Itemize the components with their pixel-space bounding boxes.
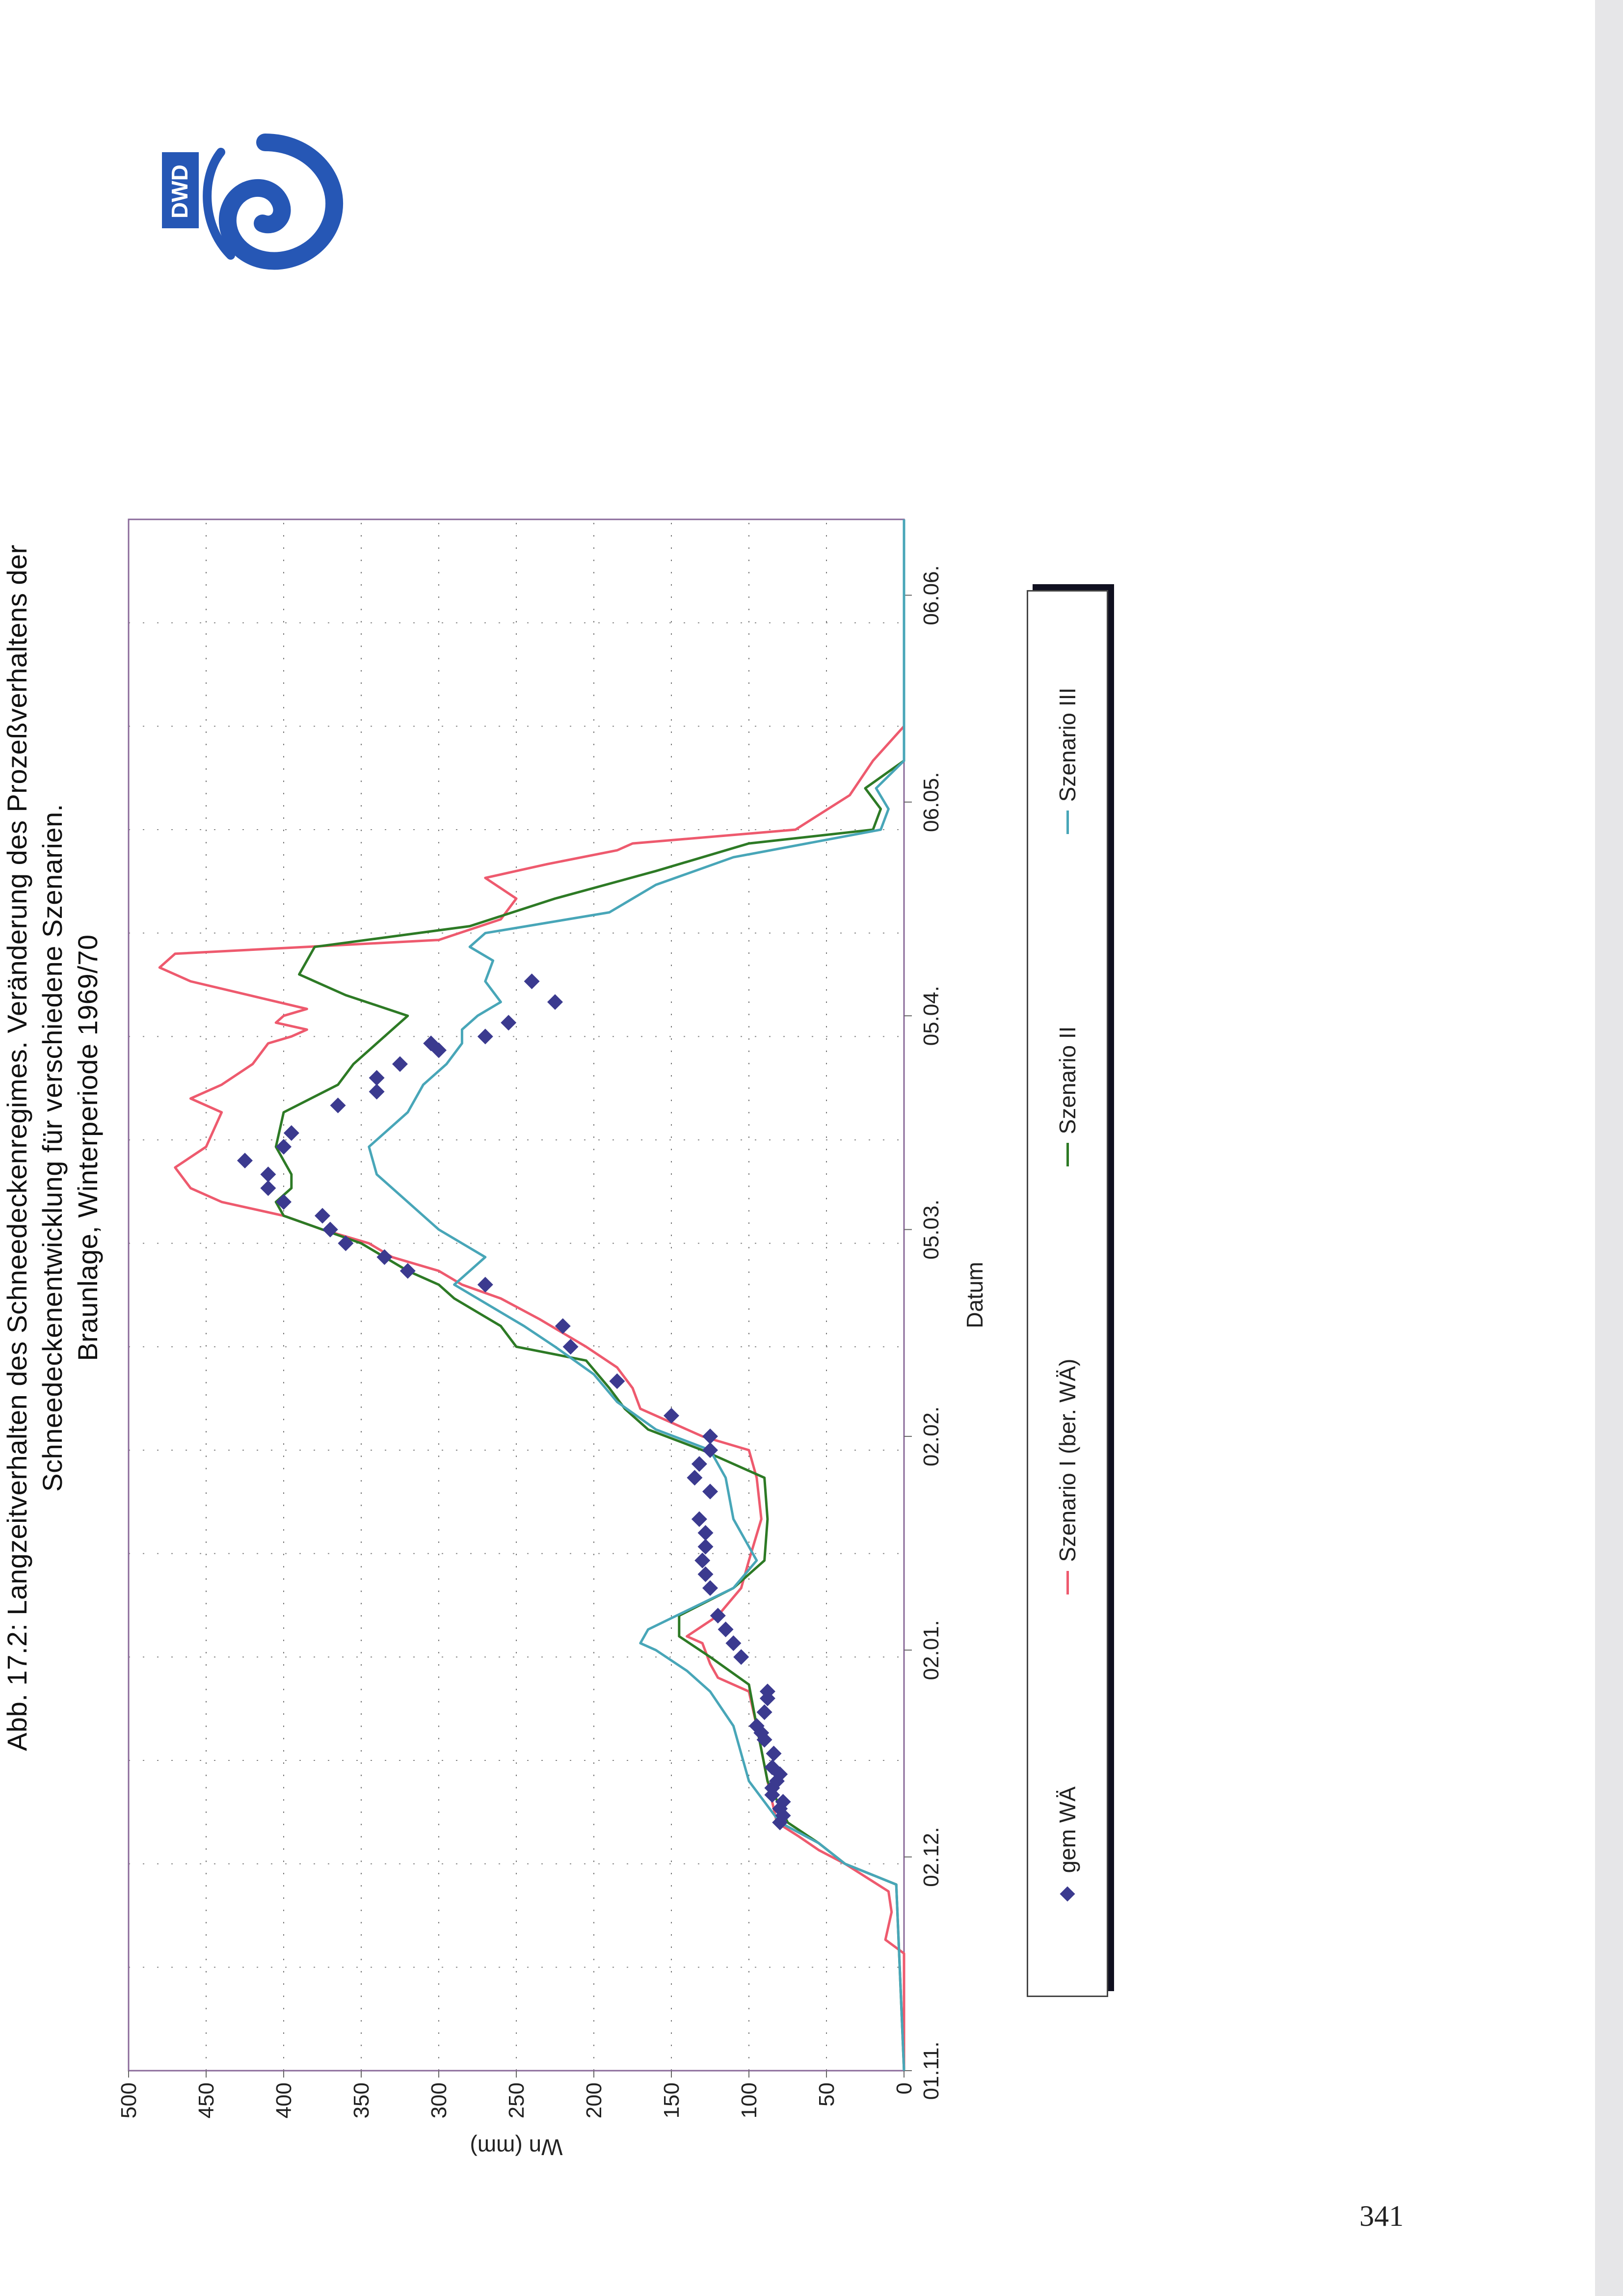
x-tick-label: 06.05. bbox=[919, 772, 943, 832]
gem-wa-marker bbox=[237, 1153, 253, 1169]
y-axis-label: Wn (mm) bbox=[470, 2134, 562, 2160]
gem-wa-marker bbox=[501, 1015, 517, 1031]
series-line-3 bbox=[368, 519, 905, 2071]
page-number: 341 bbox=[1359, 2200, 1404, 2232]
y-tick-label: 0 bbox=[892, 2082, 916, 2094]
legend-label-szenario-3: Szenario III bbox=[1055, 687, 1080, 802]
y-tick-label: 200 bbox=[582, 2082, 606, 2118]
gem-wa-marker bbox=[276, 1194, 292, 1210]
gem-wa-marker bbox=[555, 1318, 571, 1334]
legend-item-gem-wa: gem WÄ bbox=[1054, 1786, 1081, 1902]
gem-wa-marker bbox=[748, 1718, 765, 1734]
series-layer bbox=[158, 519, 905, 2071]
x-tick-label: 02.02. bbox=[919, 1406, 943, 1466]
gem-wa-marker bbox=[392, 1056, 408, 1072]
rotated-figure: Abb. 17.2: Langzeitverhalten des Schneed… bbox=[0, 19, 1552, 2277]
x-tick-label: 05.03. bbox=[919, 1199, 943, 1259]
gem-wa-marker bbox=[702, 1580, 718, 1596]
gem-wa-marker bbox=[315, 1208, 330, 1224]
dwd-logo-bar bbox=[162, 152, 199, 228]
dwd-logo: DWD bbox=[147, 123, 353, 282]
gem-wa-marker bbox=[330, 1097, 346, 1113]
legend-item-szenario-1: Szenario I (ber. WÄ) bbox=[1054, 1359, 1081, 1594]
x-axis-label: Datum bbox=[962, 1262, 987, 1328]
gem-wa-marker bbox=[764, 1759, 780, 1776]
gem-wa-marker bbox=[322, 1221, 338, 1238]
legend-item-szenario-2: Szenario II bbox=[1054, 1026, 1081, 1167]
gem-wa-marker bbox=[399, 1263, 416, 1279]
series-line-1 bbox=[158, 519, 905, 2071]
y-tick-label: 150 bbox=[660, 2082, 684, 2118]
legend-line-szenario-3 bbox=[1066, 810, 1069, 835]
gem-wa-marker bbox=[766, 1745, 782, 1761]
gem-wa-marker bbox=[260, 1166, 276, 1183]
gem-wa-marker bbox=[369, 1083, 385, 1100]
legend-line-szenario-1 bbox=[1066, 1570, 1069, 1594]
x-tick-label: 02.01. bbox=[919, 1620, 943, 1680]
dwd-logo-spiral bbox=[218, 134, 344, 270]
gem-wa-marker bbox=[725, 1635, 742, 1651]
y-tick-label: 250 bbox=[505, 2082, 529, 2118]
gem-wa-marker bbox=[687, 1470, 703, 1486]
gem-wa-marker bbox=[283, 1125, 299, 1141]
legend-item-szenario-3: Szenario III bbox=[1054, 688, 1081, 835]
gem-wa-marker bbox=[697, 1525, 714, 1541]
gem-wa-marker bbox=[691, 1456, 707, 1472]
gem-wa-marker bbox=[423, 1035, 439, 1052]
x-tick-label: 01.11. bbox=[919, 2041, 943, 2100]
legend-label-szenario-1: Szenario I (ber. WÄ) bbox=[1055, 1358, 1080, 1562]
legend-marker-gem-wa bbox=[1060, 1886, 1075, 1902]
gem-wa-marker bbox=[702, 1428, 718, 1444]
dwd-logo-arc bbox=[203, 148, 235, 260]
gem-wa-marker bbox=[718, 1621, 734, 1638]
gem-wa-marker bbox=[733, 1649, 749, 1665]
y-axis-ticks: 0 50 100 150 200 250 300 350 400 450 500 bbox=[117, 2071, 916, 2118]
y-tick-label: 300 bbox=[427, 2082, 451, 2118]
gem-wa-marker bbox=[697, 1539, 714, 1555]
x-tick-label: 06.06. bbox=[919, 565, 943, 625]
gem-wa-marker bbox=[664, 1407, 679, 1424]
gem-wa-marker bbox=[276, 1139, 292, 1155]
chart-legend: gem WÄ Szenario I (ber. WÄ) Szenario II … bbox=[1027, 590, 1108, 1997]
gem-wa-marker bbox=[756, 1704, 772, 1720]
gem-wa-marker bbox=[369, 1070, 385, 1086]
dwd-logo-text: DWD bbox=[167, 164, 192, 218]
legend-label-gem-wa: gem WÄ bbox=[1055, 1786, 1080, 1873]
y-tick-label: 50 bbox=[815, 2082, 839, 2107]
y-tick-label: 450 bbox=[194, 2082, 218, 2118]
gem-wa-marker bbox=[338, 1235, 354, 1251]
gem-wa-marker bbox=[477, 1276, 493, 1293]
gem-wa-marker bbox=[691, 1511, 707, 1527]
legend-label-szenario-2: Szenario II bbox=[1055, 1026, 1080, 1134]
plot-frame bbox=[128, 518, 905, 2072]
x-tick-label: 02.12. bbox=[919, 1827, 943, 1887]
gem-wa-marker bbox=[524, 973, 540, 989]
gem-wa-marker bbox=[694, 1552, 711, 1568]
y-tick-label: 500 bbox=[117, 2082, 141, 2118]
snow-chart: 0 50 100 150 200 250 300 350 400 450 500 01.11. 02.… bbox=[117, 518, 987, 2160]
gem-wa-marker bbox=[547, 994, 563, 1010]
gem-wa-marker bbox=[769, 1773, 785, 1789]
gem-wa-marker bbox=[710, 1608, 726, 1624]
gem-wa-marker bbox=[477, 1028, 493, 1045]
legend-line-szenario-2 bbox=[1066, 1143, 1069, 1167]
gem-wa-marker bbox=[376, 1249, 393, 1265]
gem-wa-marker bbox=[702, 1484, 718, 1500]
y-tick-label: 350 bbox=[349, 2082, 373, 2118]
gem-wa-marker bbox=[260, 1180, 276, 1196]
y-tick-label: 100 bbox=[737, 2082, 761, 2118]
chart-grid bbox=[129, 519, 904, 2071]
x-tick-label: 05.04. bbox=[919, 986, 943, 1046]
gem-wa-marker bbox=[697, 1566, 714, 1582]
x-axis-ticks: 01.11. 02.12. 02.01. 02.02. 05.03. 05.04. 06.0… bbox=[904, 565, 943, 2100]
y-tick-label: 400 bbox=[272, 2082, 296, 2118]
gem-wa-marker bbox=[702, 1442, 718, 1458]
